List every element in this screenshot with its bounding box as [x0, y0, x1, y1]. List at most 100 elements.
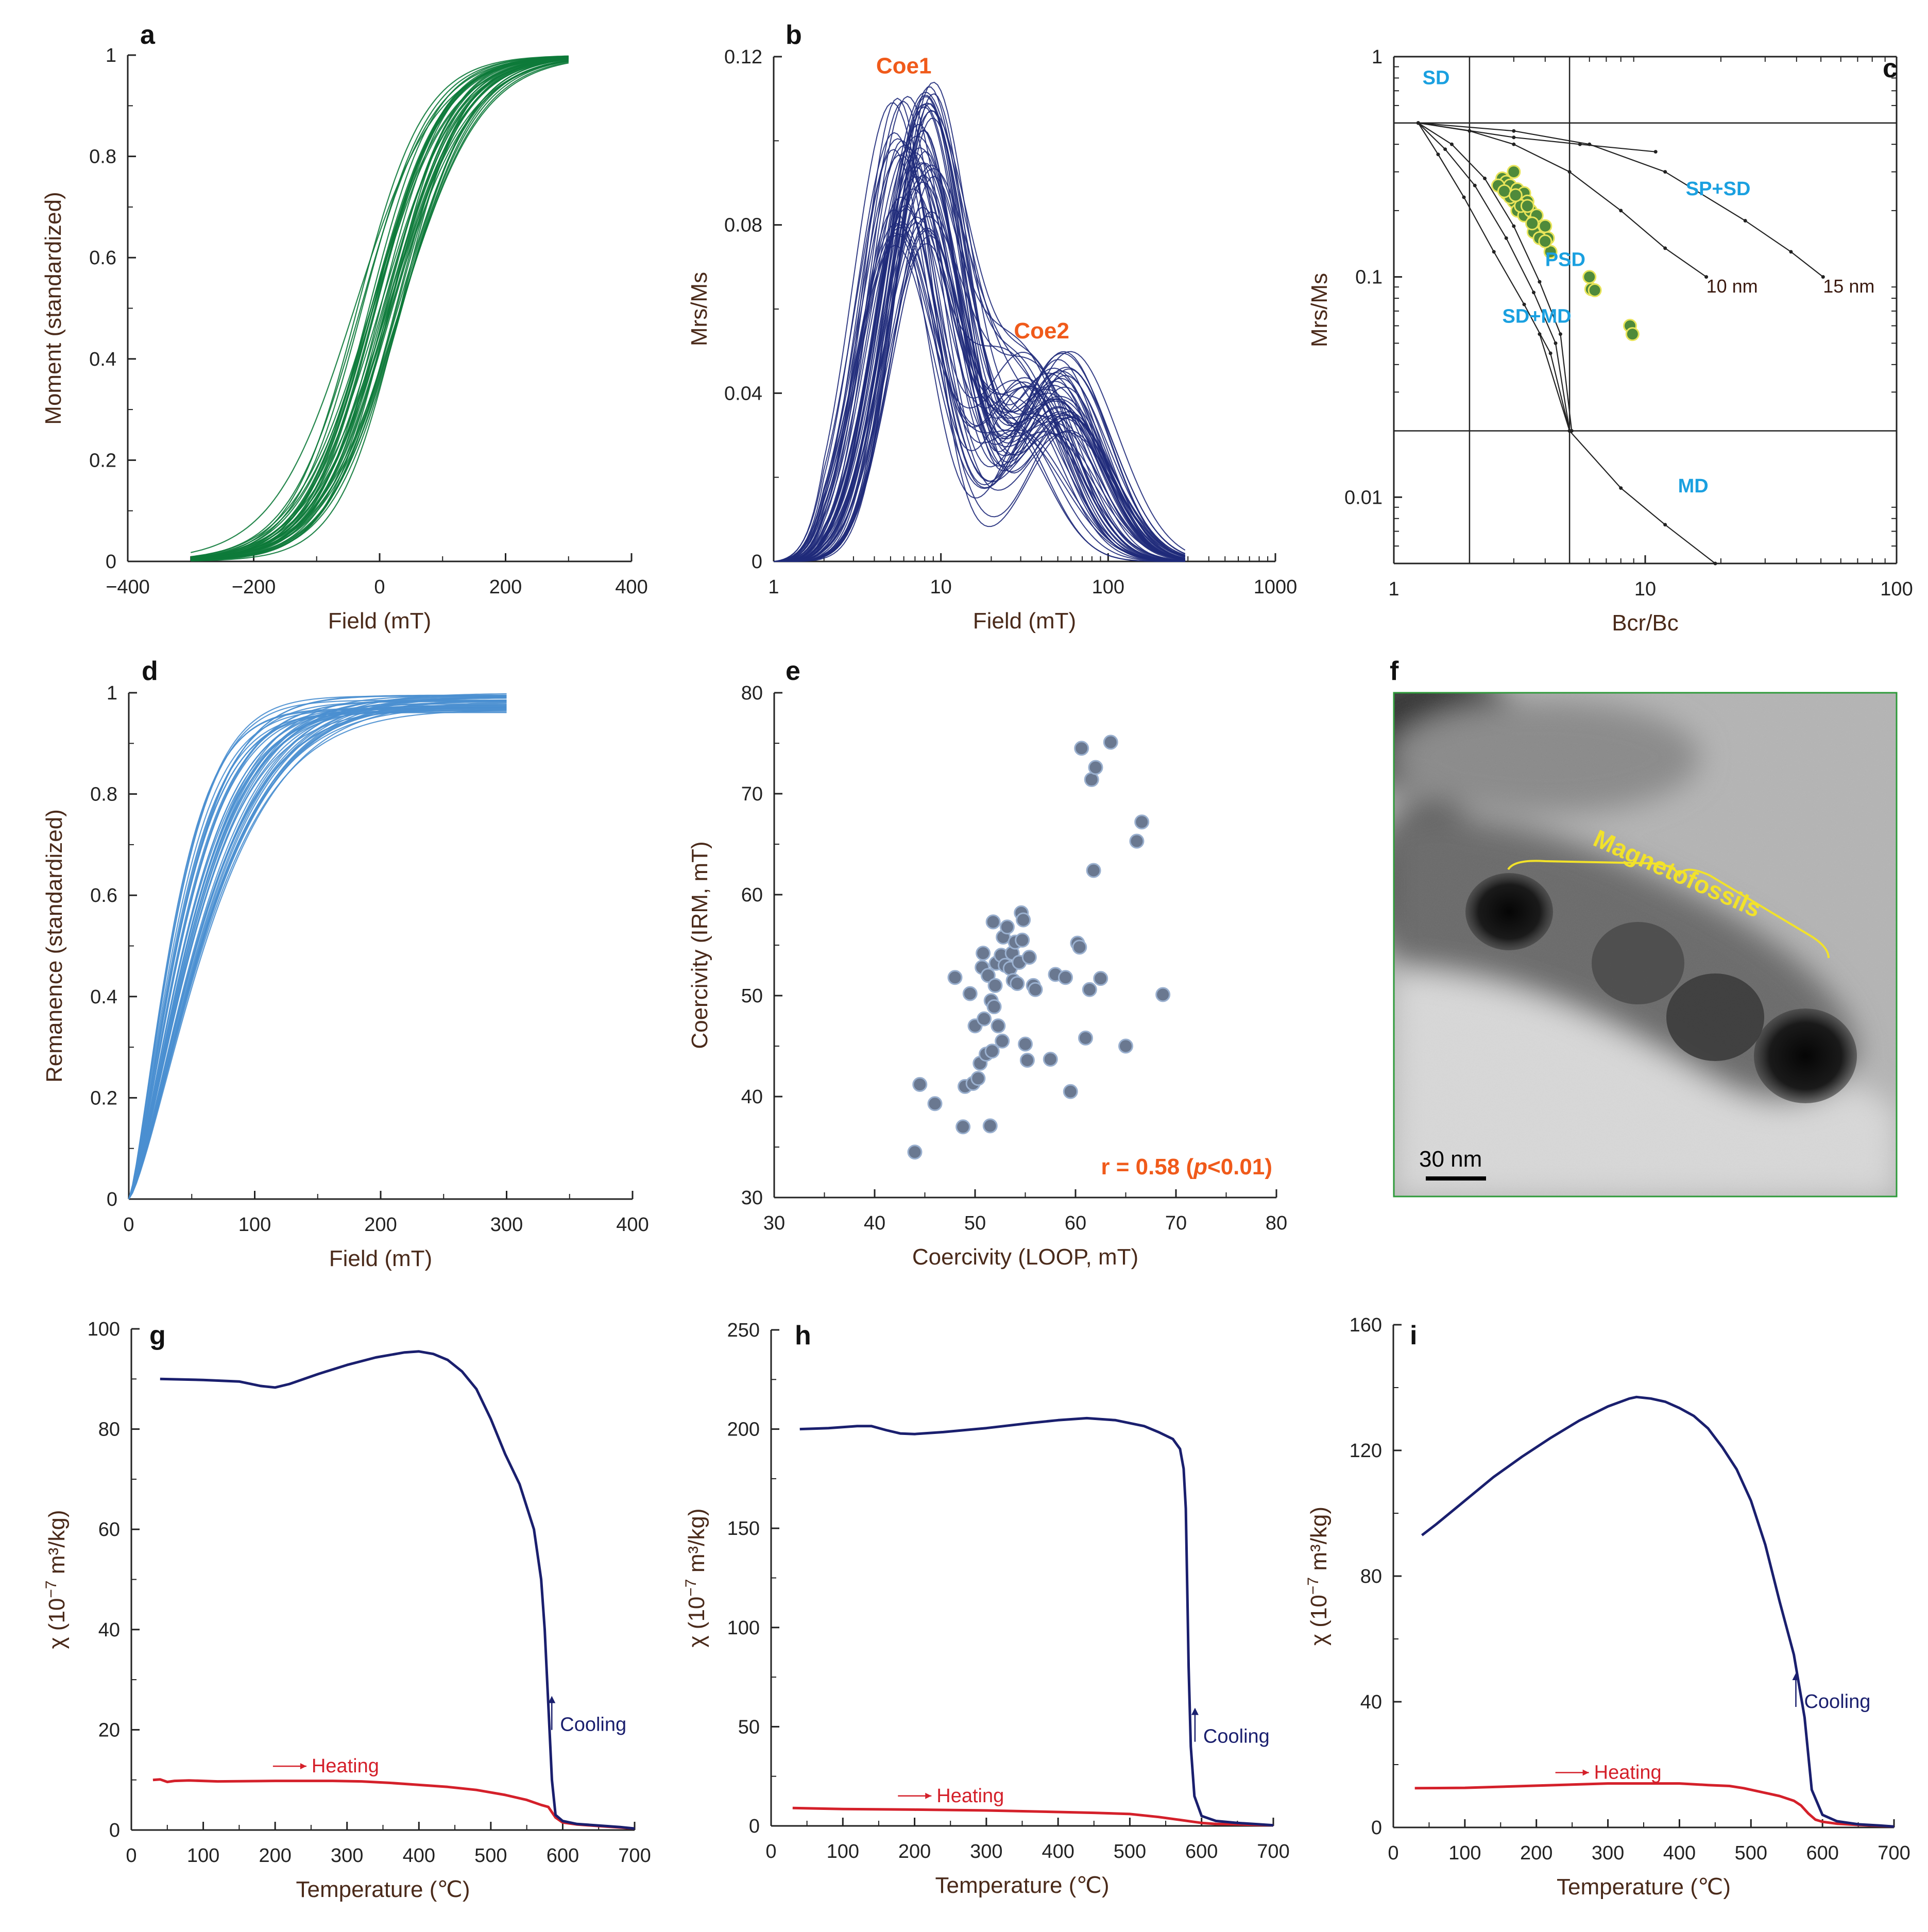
data-point	[1508, 188, 1523, 202]
irm-acquisition-curve	[128, 710, 507, 1200]
x-tick-label: 0	[123, 1214, 134, 1236]
y-tick-label: 120	[1350, 1440, 1382, 1462]
y-tick-label: 160	[1350, 1314, 1382, 1336]
x-tick-label: −400	[106, 576, 150, 598]
panel-letter: g	[149, 1321, 166, 1350]
x-tick-label: 200	[364, 1214, 397, 1236]
curve-size-label: 10 nm	[1707, 276, 1758, 297]
x-axis-label: Field (mT)	[329, 1246, 432, 1271]
y-tick-label: 0.2	[89, 450, 116, 471]
heating-curve	[1414, 1782, 1895, 1828]
x-tick-label: 100	[238, 1214, 271, 1236]
model-curve-marker	[1531, 290, 1535, 295]
panel-letter: e	[786, 656, 800, 686]
data-point	[1016, 912, 1031, 928]
model-curve-marker	[1473, 183, 1477, 187]
x-tick-label: 600	[1806, 1842, 1838, 1864]
y-tick-label: 0.04	[724, 383, 762, 404]
irm-acquisition-curve	[128, 706, 507, 1200]
hysteresis-curve	[191, 57, 569, 560]
x-tick-label: 100	[1880, 578, 1913, 600]
magnetofossils-brace	[1507, 860, 1830, 959]
data-point	[1082, 982, 1097, 997]
coercivity-distribution-curve	[774, 176, 1185, 562]
x-tick-label: 600	[1185, 1841, 1218, 1862]
cooling-label: Cooling	[560, 1714, 626, 1736]
irm-acquisition-curve	[128, 710, 507, 1200]
coercivity-distribution-curve	[773, 162, 1185, 562]
y-tick-label: 0	[752, 551, 762, 573]
y-tick-label: 0.4	[89, 349, 116, 370]
hysteresis-curve	[191, 55, 569, 559]
data-point	[986, 999, 1002, 1015]
model-curve-marker	[1567, 429, 1572, 433]
data-point	[977, 1011, 992, 1027]
irm-acquisition-curve	[128, 693, 507, 1200]
panel-f-micrograph: Magnetofossils 30 nm f	[1390, 656, 1898, 1198]
coercivity-distribution-curve	[773, 95, 1185, 562]
x-tick-label: 70	[1165, 1212, 1187, 1234]
model-curve-marker	[1512, 224, 1516, 228]
data-point	[1588, 283, 1602, 297]
y-tick-label: 0	[749, 1816, 760, 1837]
model-curve-marker	[1663, 523, 1667, 527]
panel-d-chart: 0 100 200 300 400 0 0.2 0.4 0.6 0.8 1 Field (mT) Rem…	[42, 656, 649, 1271]
mixing-model-curve	[1418, 123, 1571, 431]
heating-label: Heating	[312, 1755, 379, 1777]
data-point	[1582, 270, 1597, 284]
coercivity-distribution-curve	[773, 232, 1185, 562]
x-tick-label: 1	[768, 576, 779, 598]
heating-label: Heating	[936, 1785, 1004, 1807]
panel-letter: h	[795, 1321, 811, 1350]
heating-arrowhead	[1582, 1769, 1589, 1776]
x-tick-label: 300	[331, 1845, 363, 1867]
model-curve-marker	[1483, 176, 1487, 180]
model-curve-marker	[1538, 332, 1542, 336]
data-point	[970, 1071, 986, 1086]
model-curve-marker	[1619, 209, 1623, 213]
panel-i-chart: 0 100 200 300 400 500 600 700 0 40 80 120 160 Tempera…	[1305, 1314, 1910, 1900]
y-tick-label: 30	[741, 1187, 763, 1209]
data-point	[1074, 741, 1089, 756]
model-curve-marker	[1462, 195, 1466, 199]
hysteresis-curve	[191, 58, 569, 559]
x-tick-label: 100	[827, 1841, 859, 1862]
y-tick-label: 0.2	[90, 1087, 117, 1109]
model-curve-marker	[1449, 142, 1454, 146]
heating-arrowhead	[925, 1792, 932, 1799]
component-label: Coe1	[876, 54, 932, 79]
y-tick-label: 0	[107, 1189, 117, 1210]
data-point	[1103, 734, 1118, 750]
x-axis-label: Coercivity (LOOP, mT)	[912, 1244, 1138, 1270]
y-tick-label: 60	[741, 884, 763, 906]
x-tick-label: 700	[618, 1845, 651, 1867]
x-axis-label: Field (mT)	[973, 608, 1076, 634]
coercivity-distribution-curve	[773, 102, 1185, 562]
hysteresis-curve	[191, 56, 569, 558]
y-tick-label: 70	[741, 783, 763, 805]
x-tick-label: 400	[616, 1214, 649, 1236]
panel-g-chart: 0 100 200 300 400 500 600 700 0 20 40 60 80 100 Temper…	[43, 1319, 651, 1902]
y-axis-label: Remanence (standardized)	[42, 809, 67, 1083]
x-tick-label: 10	[930, 576, 952, 598]
heating-arrowhead	[300, 1763, 306, 1770]
data-point	[1086, 863, 1101, 878]
data-point	[1118, 1038, 1133, 1054]
x-tick-label: 50	[964, 1212, 986, 1234]
x-axis-label: Temperature (℃)	[1557, 1874, 1731, 1900]
x-tick-label: 400	[403, 1845, 435, 1867]
model-curve-marker	[1554, 341, 1558, 345]
model-curve-marker	[1619, 486, 1623, 490]
data-point	[956, 1119, 971, 1135]
x-tick-label: 200	[898, 1841, 931, 1862]
coercivity-distribution-curve	[773, 144, 1185, 562]
x-tick-label: 300	[490, 1214, 523, 1236]
coercivity-distribution-curve	[774, 235, 1185, 562]
x-tick-label: 200	[1520, 1842, 1552, 1864]
x-tick-label: 400	[615, 576, 647, 598]
cooling-label: Cooling	[1203, 1726, 1270, 1748]
curve-size-label: 15 nm	[1823, 276, 1874, 297]
y-axis-label: Mrs/Ms	[687, 272, 712, 346]
data-point	[984, 1044, 1000, 1059]
y-axis-label: χ (10−7 m³/kg)	[1305, 1507, 1332, 1646]
